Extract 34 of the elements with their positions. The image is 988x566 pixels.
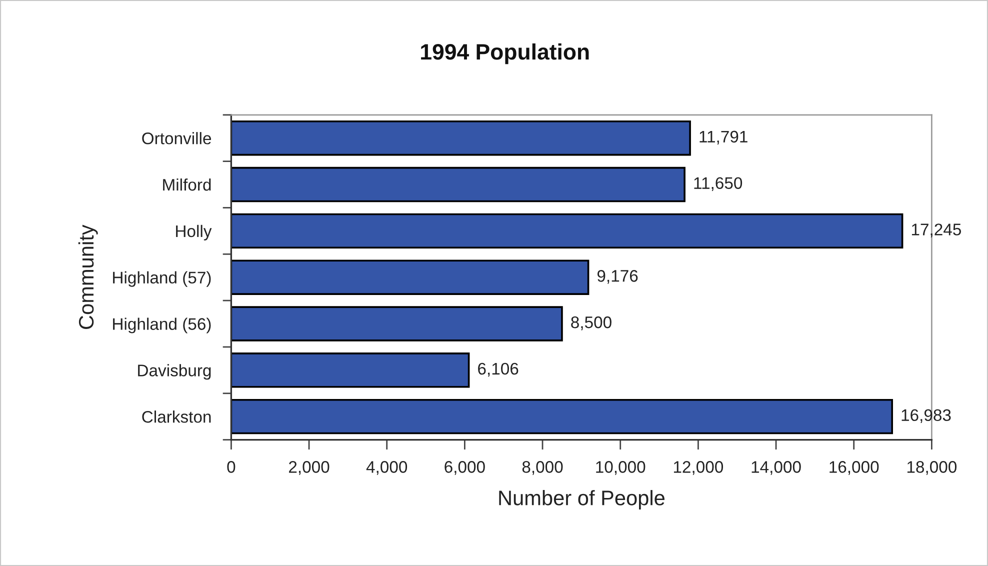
x-tick-label: 8,000 (522, 461, 563, 475)
data-label: 17,245 (912, 224, 961, 238)
y-tick-label: Ortonville (142, 132, 212, 144)
x-tick-label: 12,000 (674, 461, 724, 475)
chart-title: 1994 Population (421, 43, 589, 64)
bar (231, 398, 894, 434)
bar (231, 213, 904, 249)
data-label: 8,500 (571, 316, 612, 330)
y-axis-title: Community (78, 224, 98, 329)
y-tick-label: Highland (57) (113, 271, 211, 287)
x-axis-title: Number of People (499, 490, 664, 510)
x-tick-label: 2,000 (289, 461, 330, 475)
data-label: 9,176 (597, 270, 638, 284)
bar (231, 120, 691, 156)
x-tick-label: 18,000 (907, 461, 957, 475)
bar (231, 306, 563, 342)
data-label: 11,791 (700, 130, 748, 145)
y-tick-label: Highland (56) (113, 318, 211, 334)
y-tick-label: Clarkston (142, 410, 211, 423)
data-label: 11,650 (694, 177, 742, 191)
x-tick-label: 4,000 (366, 461, 408, 475)
x-tick-label: 16,000 (830, 461, 879, 475)
x-tick-label: 0 (227, 461, 236, 473)
x-tick-label: 10,000 (596, 461, 646, 475)
bar (231, 166, 686, 202)
data-label: 6,106 (478, 362, 518, 377)
y-tick-label: Holly (176, 224, 212, 240)
bar (231, 260, 590, 295)
data-label: 16,983 (902, 409, 951, 424)
x-tick-label: 14,000 (752, 461, 801, 475)
y-tick-label: Milford (163, 178, 211, 191)
bar (231, 352, 470, 388)
y-tick-label: Davisburg (138, 364, 211, 380)
x-tick-label: 6,000 (444, 461, 485, 475)
